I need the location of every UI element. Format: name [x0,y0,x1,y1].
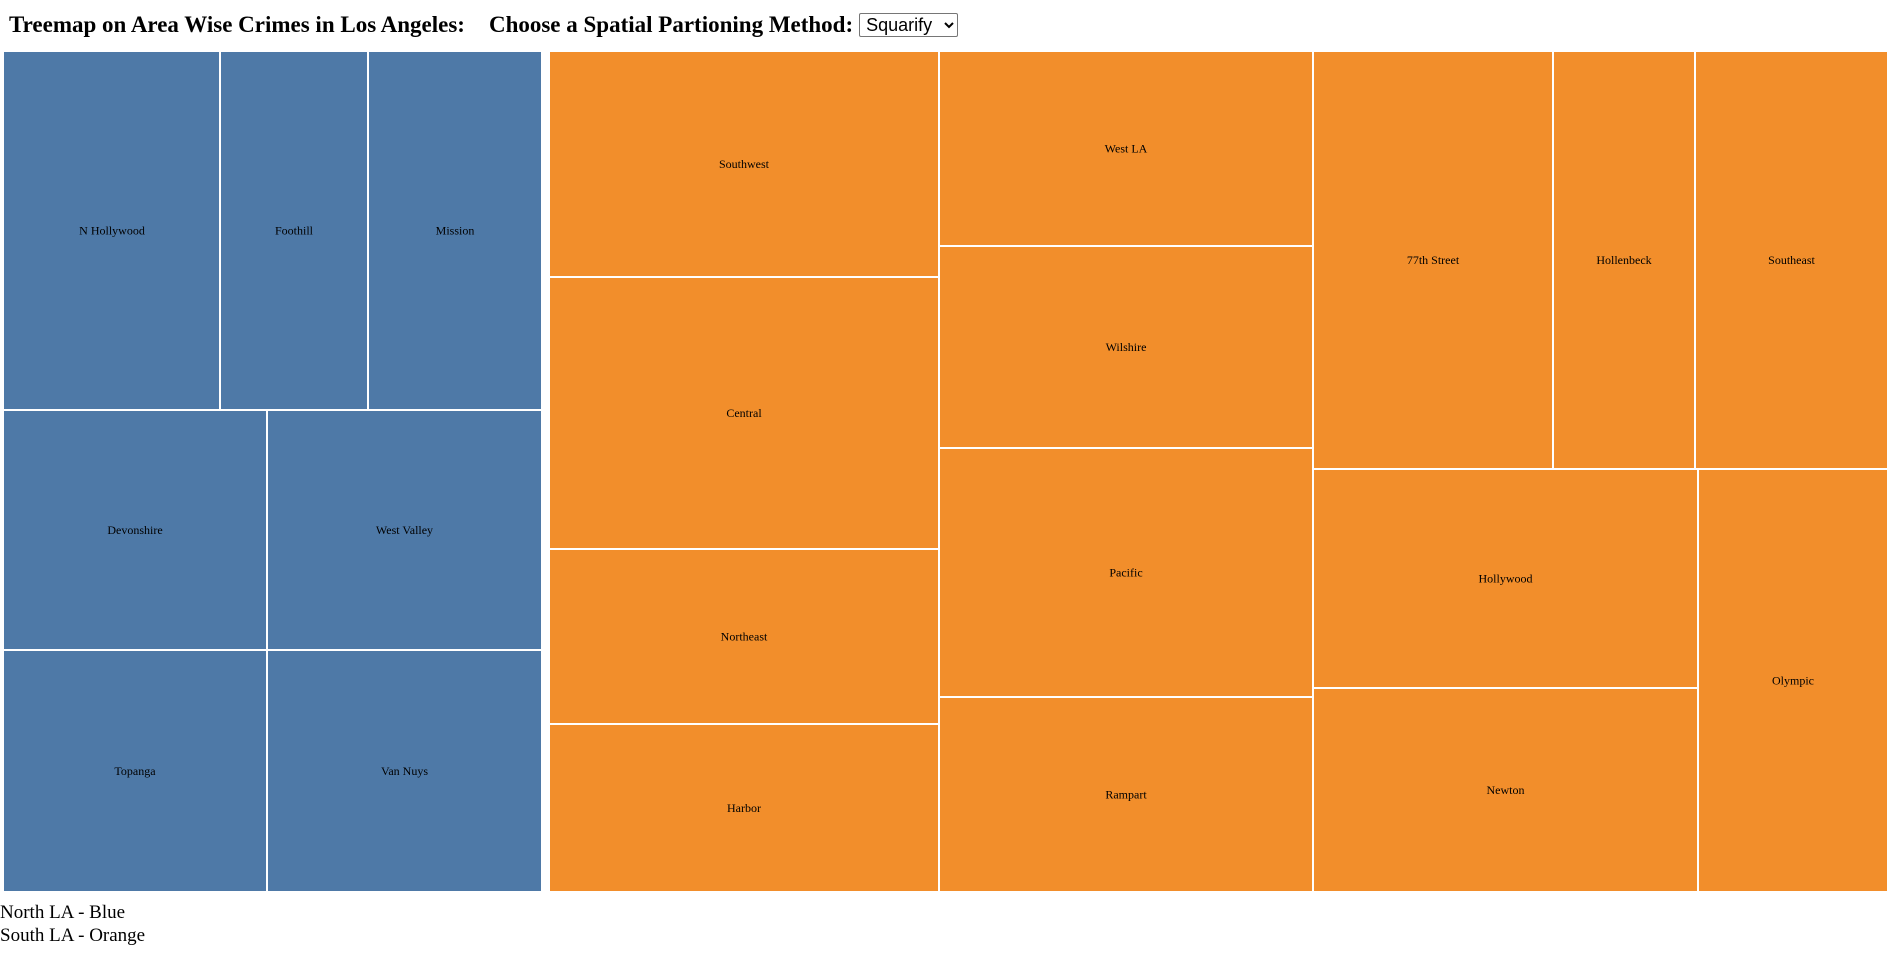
treemap-label-west-valley: West Valley [376,523,433,537]
treemap-label-mission: Mission [436,224,475,238]
treemap-label-topanga: Topanga [114,764,156,778]
treemap-label-newton: Newton [1487,783,1525,797]
treemap-cell-hollenbeck [1552,50,1696,470]
treemap-label-rampart: Rampart [1105,788,1147,802]
treemap-cell-rampart [938,696,1314,893]
treemap-cell-newton [1312,687,1699,893]
partition-method-select[interactable]: Squarify [859,13,959,37]
header-bar: Treemap on Area Wise Crimes in Los Angel… [9,8,959,42]
treemap-label-foothill: Foothill [275,224,314,238]
treemap-cell-pacific [938,447,1314,698]
legend: North LA - Blue South LA - Orange [0,901,145,947]
treemap-cell-west-la [938,50,1314,247]
treemap-cell-southeast [1694,50,1888,470]
treemap-cell-wilshire [938,245,1314,449]
treemap-label-van-nuys: Van Nuys [381,764,428,778]
legend-south: South LA - Orange [0,925,146,946]
method-label: Choose a Spatial Partioning Method: [488,12,854,37]
treemap-label-olympic: Olympic [1772,674,1814,688]
treemap-cell-northeast [548,548,940,725]
treemap-label-n-hollywood: N Hollywood [79,224,145,238]
treemap-cell-topanga [2,649,268,893]
treemap-chart: N Hollywood Foothill Mission Devonshire West… [2,50,1888,893]
treemap-label-northeast: Northeast [721,630,768,644]
treemap-cell-mission [367,50,543,411]
treemap-cell-77th-street [1312,50,1554,470]
treemap-label-southeast: Southeast [1768,253,1815,267]
treemap-cell-hollywood [1312,468,1699,689]
page-title: Treemap on Area Wise Crimes in Los Angel… [9,12,465,37]
treemap-cell-foothill [219,50,369,411]
treemap-label-pacific: Pacific [1109,566,1142,580]
treemap-label-77th-street: 77th Street [1407,253,1460,267]
treemap-cell-devonshire [2,409,268,651]
treemap-label-harbor: Harbor [727,801,761,815]
treemap-cell-olympic [1697,468,1888,893]
treemap-label-west-la: West LA [1105,142,1148,156]
treemap-label-hollenbeck: Hollenbeck [1596,253,1651,267]
treemap-cell-van-nuys [266,649,543,893]
treemap-cell-west-valley [266,409,543,651]
legend-north: North LA - Blue [0,902,126,923]
treemap-label-wilshire: Wilshire [1106,340,1147,354]
treemap-label-southwest: Southwest [719,157,770,171]
treemap-label-central: Central [726,406,762,420]
treemap-cell-n-hollywood [2,50,222,411]
treemap-label-devonshire: Devonshire [107,523,162,537]
treemap-label-hollywood: Hollywood [1479,572,1533,586]
treemap-cell-southwest [548,50,940,278]
